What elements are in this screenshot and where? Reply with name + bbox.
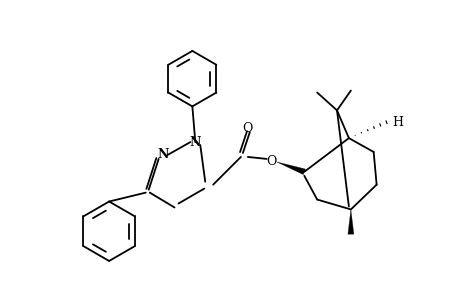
Polygon shape	[347, 209, 353, 234]
Text: O: O	[242, 122, 252, 135]
Text: N: N	[157, 148, 168, 161]
Polygon shape	[276, 162, 305, 175]
Text: O: O	[266, 155, 276, 168]
Text: N: N	[189, 136, 201, 148]
Text: H: H	[392, 116, 403, 129]
